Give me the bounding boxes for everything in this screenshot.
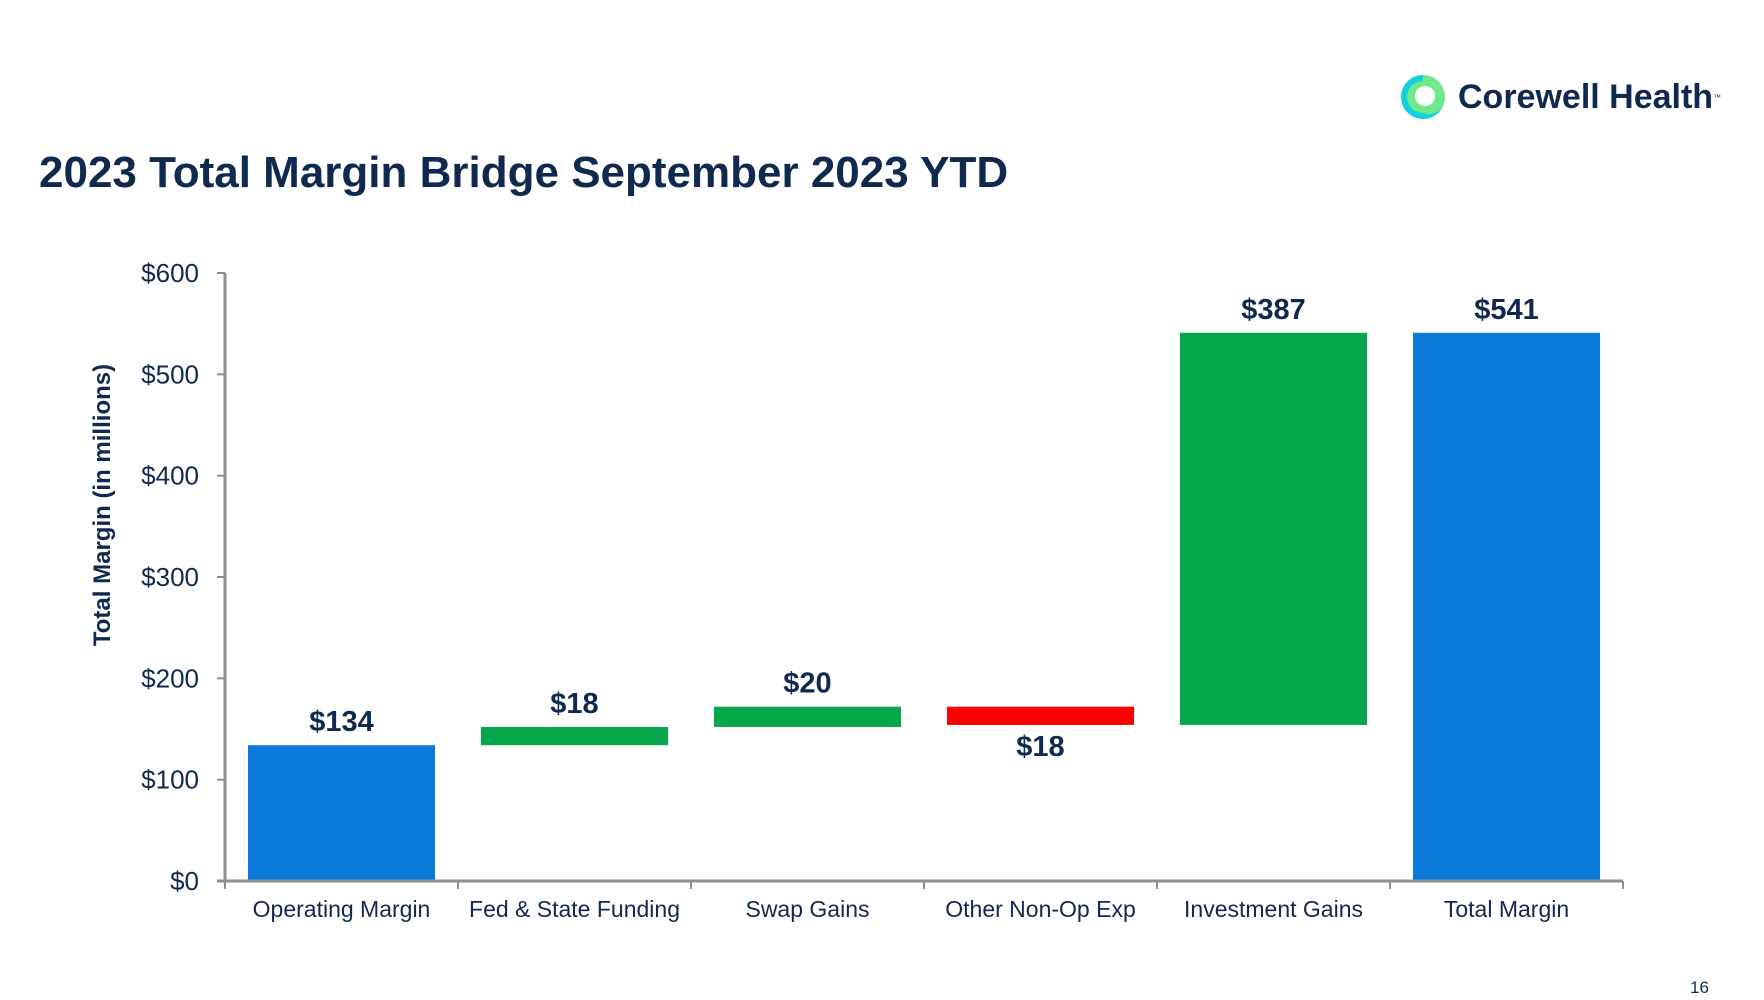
x-tick-label: Swap Gains [745, 896, 869, 922]
x-tick-label: Fed & State Funding [469, 896, 680, 922]
y-axis-title: Total Margin (in millions) [89, 364, 116, 646]
x-tick-label: Total Margin [1444, 896, 1569, 922]
bar-total [1413, 332, 1600, 882]
bar-decrease [947, 706, 1134, 725]
data-label: $541 [1474, 294, 1539, 326]
y-tick-label: $0 [170, 866, 199, 896]
data-label: $18 [550, 688, 598, 720]
y-tick-label: $500 [141, 359, 199, 389]
trademark: ™ [1713, 92, 1722, 102]
y-tick-label: $200 [141, 663, 199, 693]
data-label: $134 [309, 706, 374, 738]
data-label: $18 [1016, 731, 1064, 763]
data-label: $20 [783, 668, 831, 700]
x-tick-label: Investment Gains [1184, 896, 1363, 922]
y-tick-label: $100 [141, 765, 199, 795]
page-number: 16 [1690, 978, 1709, 997]
bar-increase [481, 726, 668, 746]
bar-increase [714, 706, 901, 727]
x-tick-label: Other Non-Op Exp [945, 896, 1135, 922]
y-tick-label: $300 [141, 562, 199, 592]
bar-total [248, 745, 435, 881]
data-label: $387 [1241, 294, 1306, 326]
logo-text: Corewell Health [1458, 77, 1714, 116]
corewell-health-logo: Corewell Health ™ [1398, 72, 1721, 122]
x-tick-label: Operating Margin [253, 896, 431, 922]
logo-swirl-icon [1401, 75, 1446, 119]
page-title: 2023 Total Margin Bridge September 2023 … [39, 148, 1009, 197]
y-tick-label: $400 [141, 461, 199, 491]
y-tick-label: $600 [141, 258, 199, 288]
bar-increase [1180, 332, 1367, 725]
